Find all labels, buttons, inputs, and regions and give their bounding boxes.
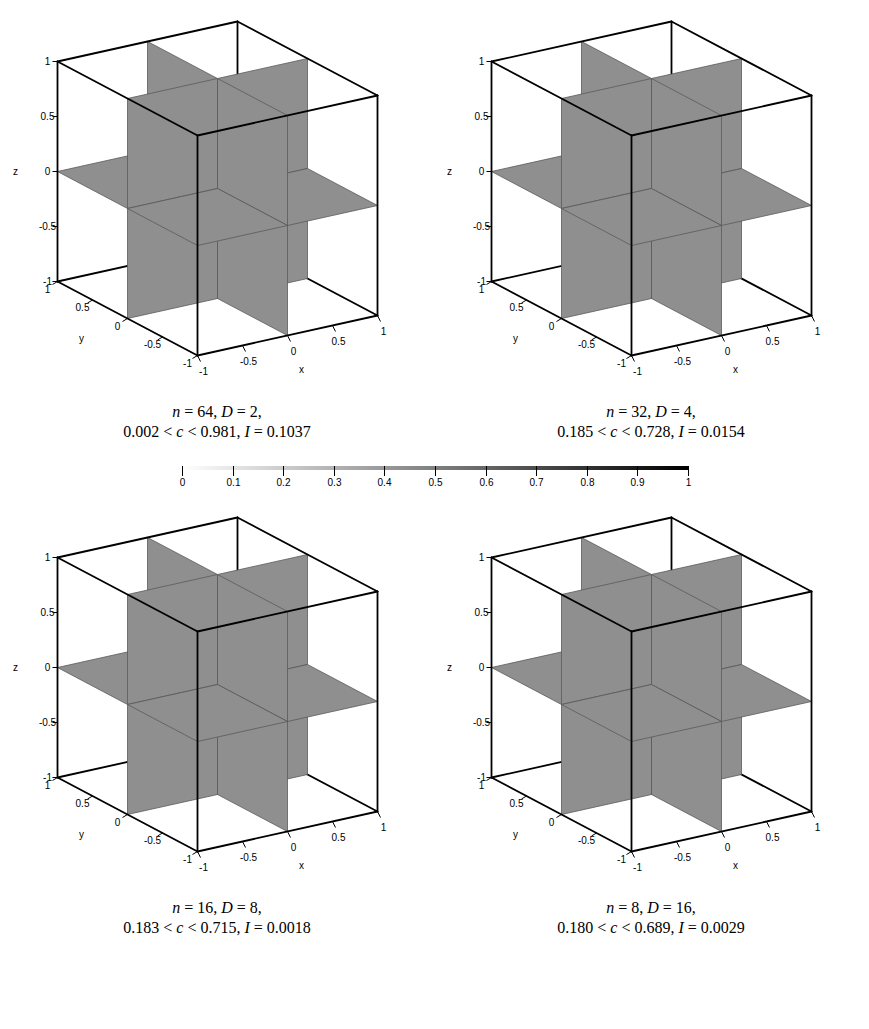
svg-text:-1: -1 [199,862,208,873]
html-text:0.185 < c < 0.728, I = 0.0154: 0.185 < c < 0.728, I = 0.0154 [557,423,745,440]
svg-text:-1: -1 [43,276,52,287]
svg-text:0.6: 0.6 [479,477,493,488]
svg-text:x: x [299,860,304,871]
svg-text:0: 0 [549,321,555,332]
svg-text:0: 0 [179,477,185,488]
svg-text:0: 0 [479,166,485,177]
svg-text:-1: -1 [477,276,486,287]
svg-text:1: 1 [45,552,51,563]
svg-text:1: 1 [685,477,691,488]
html-text:0.002 < c < 0.981, I = 0.1037: 0.002 < c < 0.981, I = 0.1037 [123,423,311,440]
svg-text:0.4: 0.4 [377,477,391,488]
svg-text:y: y [513,333,518,344]
svg-text:-1: -1 [633,862,642,873]
svg-text:z: z [447,166,452,177]
svg-text:1: 1 [479,552,485,563]
svg-text:y: y [79,829,84,840]
svg-text:-0.5: -0.5 [473,221,491,232]
svg-text:0: 0 [549,817,555,828]
svg-text:0.5: 0.5 [475,607,489,618]
svg-text:-1: -1 [477,772,486,783]
svg-text:0.5: 0.5 [332,336,346,347]
svg-text:0.5: 0.5 [76,302,90,313]
svg-text:0: 0 [725,346,731,357]
svg-text:-0.5: -0.5 [674,356,692,367]
svg-text:0: 0 [115,817,121,828]
svg-text:0.5: 0.5 [41,607,55,618]
svg-text:0.9: 0.9 [630,477,644,488]
svg-text:1: 1 [479,56,485,67]
html-text:0.180 < c < 0.689, I = 0.0029: 0.180 < c < 0.689, I = 0.0029 [557,919,745,936]
html-text:n = 32, D = 4,: n = 32, D = 4, [606,403,696,420]
svg-text:y: y [79,333,84,344]
svg-text:0.5: 0.5 [76,798,90,809]
svg-text:0: 0 [291,842,297,853]
svg-text:-0.5: -0.5 [39,221,57,232]
svg-text:0.7: 0.7 [529,477,543,488]
svg-text:-0.5: -0.5 [473,717,491,728]
svg-text:1: 1 [815,326,821,337]
svg-text:x: x [733,364,738,375]
svg-text:1: 1 [381,326,387,337]
svg-text:z: z [13,662,18,673]
svg-text:-1: -1 [183,358,192,369]
svg-text:1: 1 [815,822,821,833]
svg-text:1: 1 [478,779,485,791]
svg-text:z: z [13,166,18,177]
svg-text:-0.5: -0.5 [674,852,692,863]
svg-text:-1: -1 [43,772,52,783]
svg-text:-0.5: -0.5 [578,339,596,350]
svg-text:0: 0 [479,662,485,673]
svg-text:0: 0 [115,321,121,332]
svg-text:0.5: 0.5 [428,477,442,488]
svg-text:x: x [299,364,304,375]
html-text:n = 64, D = 2,: n = 64, D = 2, [172,403,262,420]
svg-text:0.5: 0.5 [510,798,524,809]
svg-text:0.2: 0.2 [276,477,290,488]
svg-text:-1: -1 [633,366,642,377]
svg-text:x: x [733,860,738,871]
html-text:n = 16, D = 8,: n = 16, D = 8, [172,899,262,916]
svg-text:0.3: 0.3 [327,477,341,488]
svg-text:0: 0 [291,346,297,357]
svg-text:z: z [447,662,452,673]
svg-text:-0.5: -0.5 [144,835,162,846]
svg-text:0.5: 0.5 [766,832,780,843]
svg-text:y: y [513,829,518,840]
svg-text:1: 1 [44,283,51,295]
svg-text:-1: -1 [617,358,626,369]
svg-text:0.1: 0.1 [226,477,240,488]
svg-text:0: 0 [725,842,731,853]
svg-text:0: 0 [45,662,51,673]
html-text:0.183 < c < 0.715, I = 0.0018: 0.183 < c < 0.715, I = 0.0018 [123,919,311,936]
svg-text:-1: -1 [183,854,192,865]
svg-text:0.5: 0.5 [766,336,780,347]
svg-text:0.8: 0.8 [580,477,594,488]
svg-text:-1: -1 [617,854,626,865]
svg-text:-0.5: -0.5 [578,835,596,846]
svg-text:1: 1 [478,283,485,295]
svg-text:0.5: 0.5 [510,302,524,313]
svg-text:0: 0 [45,166,51,177]
svg-text:1: 1 [381,822,387,833]
svg-text:-0.5: -0.5 [39,717,57,728]
svg-text:0.5: 0.5 [332,832,346,843]
svg-text:-1: -1 [199,366,208,377]
html-text:n = 8, D = 16,: n = 8, D = 16, [606,899,696,916]
svg-text:-0.5: -0.5 [240,852,258,863]
svg-text:0.5: 0.5 [41,111,55,122]
svg-text:0.5: 0.5 [475,111,489,122]
svg-text:1: 1 [44,779,51,791]
svg-text:-0.5: -0.5 [144,339,162,350]
svg-text:1: 1 [45,56,51,67]
svg-text:-0.5: -0.5 [240,356,258,367]
